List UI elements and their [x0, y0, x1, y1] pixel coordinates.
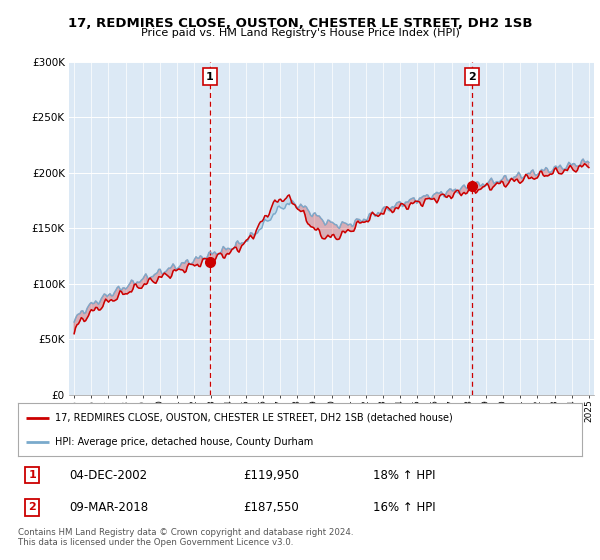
Text: Contains HM Land Registry data © Crown copyright and database right 2024.
This d: Contains HM Land Registry data © Crown c…	[18, 528, 353, 547]
Text: 1: 1	[206, 72, 214, 82]
Text: 2: 2	[28, 502, 36, 512]
Text: HPI: Average price, detached house, County Durham: HPI: Average price, detached house, Coun…	[55, 437, 313, 447]
Text: 2: 2	[468, 72, 476, 82]
Text: 04-DEC-2002: 04-DEC-2002	[69, 469, 147, 482]
Text: 17, REDMIRES CLOSE, OUSTON, CHESTER LE STREET, DH2 1SB (detached house): 17, REDMIRES CLOSE, OUSTON, CHESTER LE S…	[55, 413, 452, 423]
Text: 1: 1	[28, 470, 36, 480]
Text: 09-MAR-2018: 09-MAR-2018	[69, 501, 148, 514]
Text: 18% ↑ HPI: 18% ↑ HPI	[373, 469, 436, 482]
Text: 17, REDMIRES CLOSE, OUSTON, CHESTER LE STREET, DH2 1SB: 17, REDMIRES CLOSE, OUSTON, CHESTER LE S…	[68, 17, 532, 30]
Text: £119,950: £119,950	[244, 469, 299, 482]
Text: 16% ↑ HPI: 16% ↑ HPI	[373, 501, 436, 514]
Text: Price paid vs. HM Land Registry's House Price Index (HPI): Price paid vs. HM Land Registry's House …	[140, 28, 460, 38]
Text: £187,550: £187,550	[244, 501, 299, 514]
